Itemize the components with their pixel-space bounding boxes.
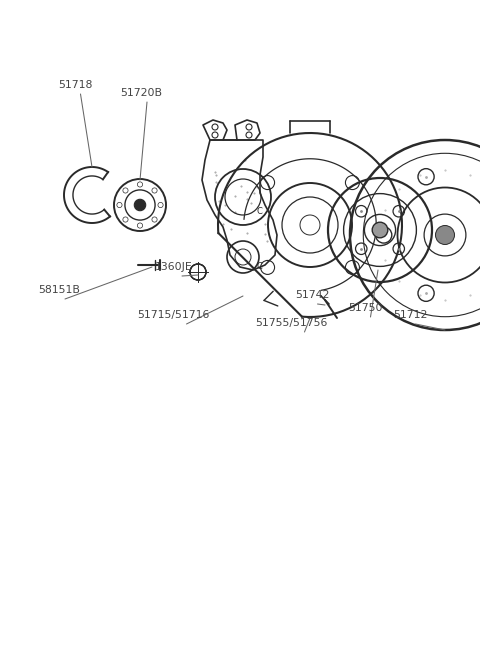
Text: 51720B: 51720B — [120, 88, 162, 98]
Text: 51712: 51712 — [393, 310, 427, 320]
Text: 1360JE: 1360JE — [155, 262, 193, 272]
Circle shape — [372, 222, 388, 238]
Text: 58151B: 58151B — [38, 285, 80, 295]
Text: 51742: 51742 — [295, 290, 329, 300]
Circle shape — [435, 225, 455, 244]
Text: 51718: 51718 — [58, 80, 92, 90]
Text: C: C — [256, 262, 263, 271]
Text: 51750: 51750 — [348, 303, 383, 313]
Circle shape — [134, 199, 146, 211]
Text: 51715/51716: 51715/51716 — [137, 310, 209, 320]
Text: 51755/51756: 51755/51756 — [255, 318, 327, 328]
Text: C: C — [256, 207, 263, 215]
